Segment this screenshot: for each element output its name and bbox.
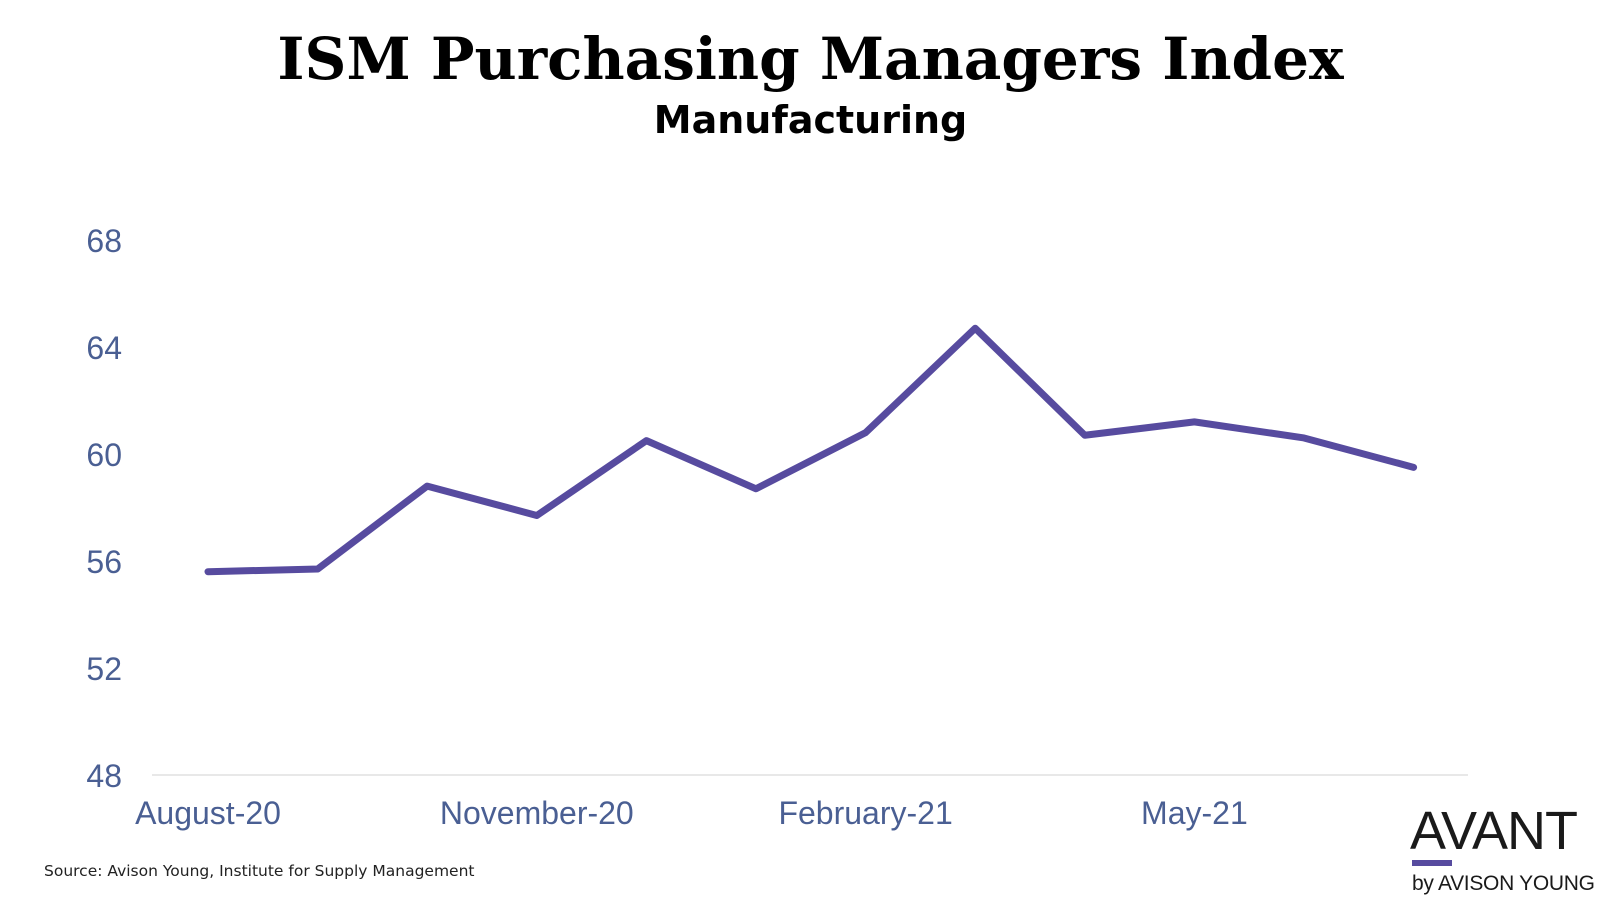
line-chart: 48 52 56 60 64 68 August-20 November-20 February… [86,223,1468,831]
logo-tagline: by AVISON YOUNG [1412,872,1595,895]
y-tick-label: 68 [86,223,122,259]
avant-logo: AVANT by AVISON YOUNG [1402,801,1602,906]
series-line [204,324,1418,576]
logo-accent-bar [1412,860,1452,866]
y-tick-label: 56 [86,544,122,580]
y-tick-label: 64 [86,330,122,366]
x-tick-label: August-20 [135,795,281,831]
chart-title: ISM Purchasing Managers Index [277,25,1344,93]
y-tick-label: 52 [86,651,122,687]
source-note: Source: Avison Young, Institute for Supp… [44,862,475,880]
x-tick-label: November-20 [440,795,634,831]
logo-wordmark: AVANT [1410,801,1578,861]
y-tick-label: 48 [86,758,122,794]
x-tick-label: February-21 [778,795,952,831]
chart-subtitle: Manufacturing [653,98,968,142]
y-tick-label: 60 [86,437,122,473]
x-tick-label: May-21 [1141,795,1248,831]
